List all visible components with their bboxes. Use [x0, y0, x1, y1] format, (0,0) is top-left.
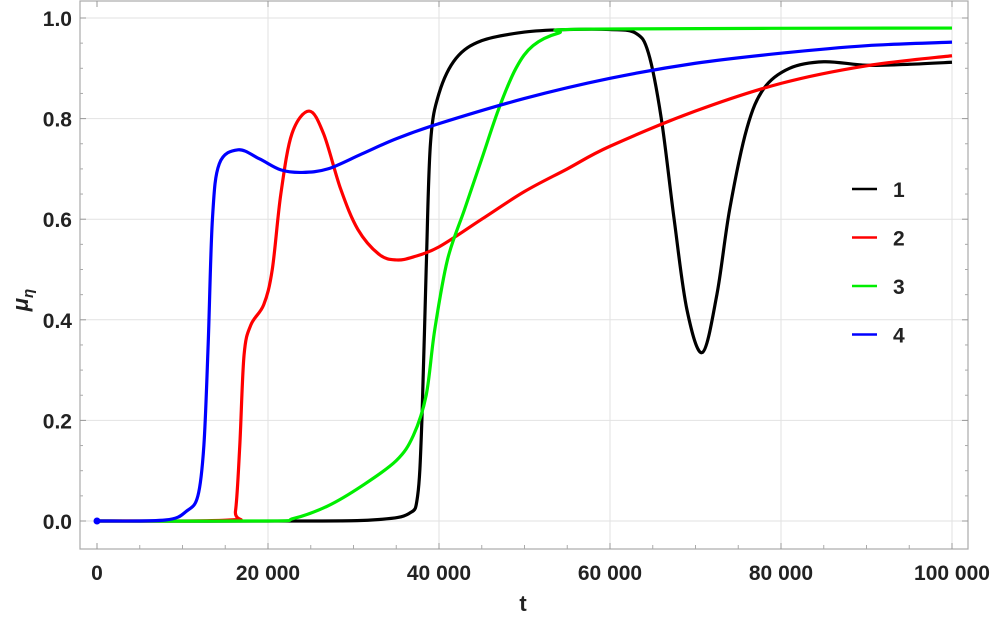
legend-label-1: 1 — [893, 179, 905, 202]
x-tick-label: 20 000 — [236, 562, 300, 585]
axis-ticks — [80, 1, 968, 549]
y-tick-label: 0.8 — [43, 109, 73, 132]
start-point-marker — [93, 517, 101, 525]
series-lines — [93, 26, 953, 525]
legend-label-3: 3 — [893, 276, 905, 299]
y-tick-label: 0.0 — [43, 511, 72, 534]
series-line-2 — [96, 54, 953, 523]
plot-frame — [79, 0, 969, 550]
x-tick-label: 100 000 — [914, 562, 990, 585]
y-tick-label: 1.0 — [43, 8, 72, 31]
series-line-4 — [96, 40, 953, 523]
legend-label-4: 4 — [893, 325, 905, 348]
y-tick-label: 0.4 — [43, 310, 73, 333]
series-line-3 — [96, 26, 953, 523]
y-tick-label: 0.2 — [43, 410, 72, 433]
y-axis-title-subscript: η — [20, 289, 37, 298]
y-tick-label: 0.6 — [43, 209, 72, 232]
series-line-1 — [96, 27, 953, 523]
x-tick-label: 0 — [91, 562, 103, 585]
grid-lines — [80, 1, 968, 549]
x-axis-title: t — [519, 591, 527, 616]
legend-label-2: 2 — [893, 228, 905, 251]
x-tick-label: 60 000 — [578, 562, 642, 585]
x-tick-label: 80 000 — [749, 562, 813, 585]
tick-labels: 0 20 000 40 000 60 000 80 000 100 000 0.0 0.2 0.… — [43, 8, 990, 585]
legend: 1 2 3 4 — [852, 179, 905, 348]
x-tick-label: 40 000 — [407, 562, 471, 585]
y-axis-title: μη — [8, 289, 37, 312]
y-axis-title-main: μ — [8, 298, 33, 312]
